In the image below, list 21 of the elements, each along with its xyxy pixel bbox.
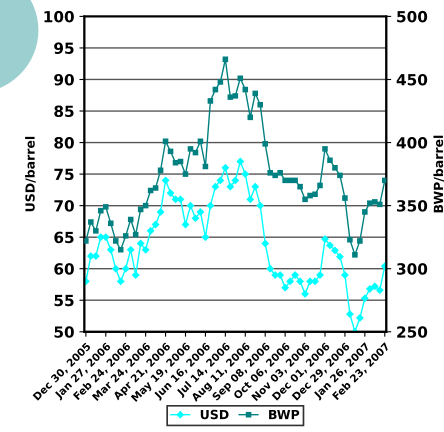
y2-tick-label: 400 (396, 137, 428, 149)
y-tick-label: 60 (54, 263, 74, 275)
y-tick-label: 50 (54, 326, 74, 338)
y2-tick-label: 250 (397, 326, 428, 338)
y2-tick-label: 350 (397, 200, 428, 212)
y-tick-label: 80 (54, 137, 74, 149)
legend-label: USD (200, 410, 229, 420)
y-axis-title: USD/barrel (25, 136, 36, 212)
y-tick-label: 90 (54, 74, 74, 86)
y-tick-label: 100 (44, 10, 74, 22)
y-tick-label: 55 (54, 294, 74, 306)
y2-tick-label: 450 (396, 74, 428, 86)
y2-axis-title: BWP/barrel (433, 136, 444, 212)
y2-tick-label: 500 (397, 10, 428, 22)
y2-tick-label: 300 (397, 263, 428, 275)
y-tick-label: 85 (54, 105, 74, 118)
y-tick-label: 70 (54, 200, 74, 212)
y-tick-label: 65 (54, 232, 74, 244)
y-tick-label: 95 (54, 42, 74, 54)
legend-label: BWP (269, 410, 300, 420)
y-tick-label: 75 (54, 168, 74, 180)
